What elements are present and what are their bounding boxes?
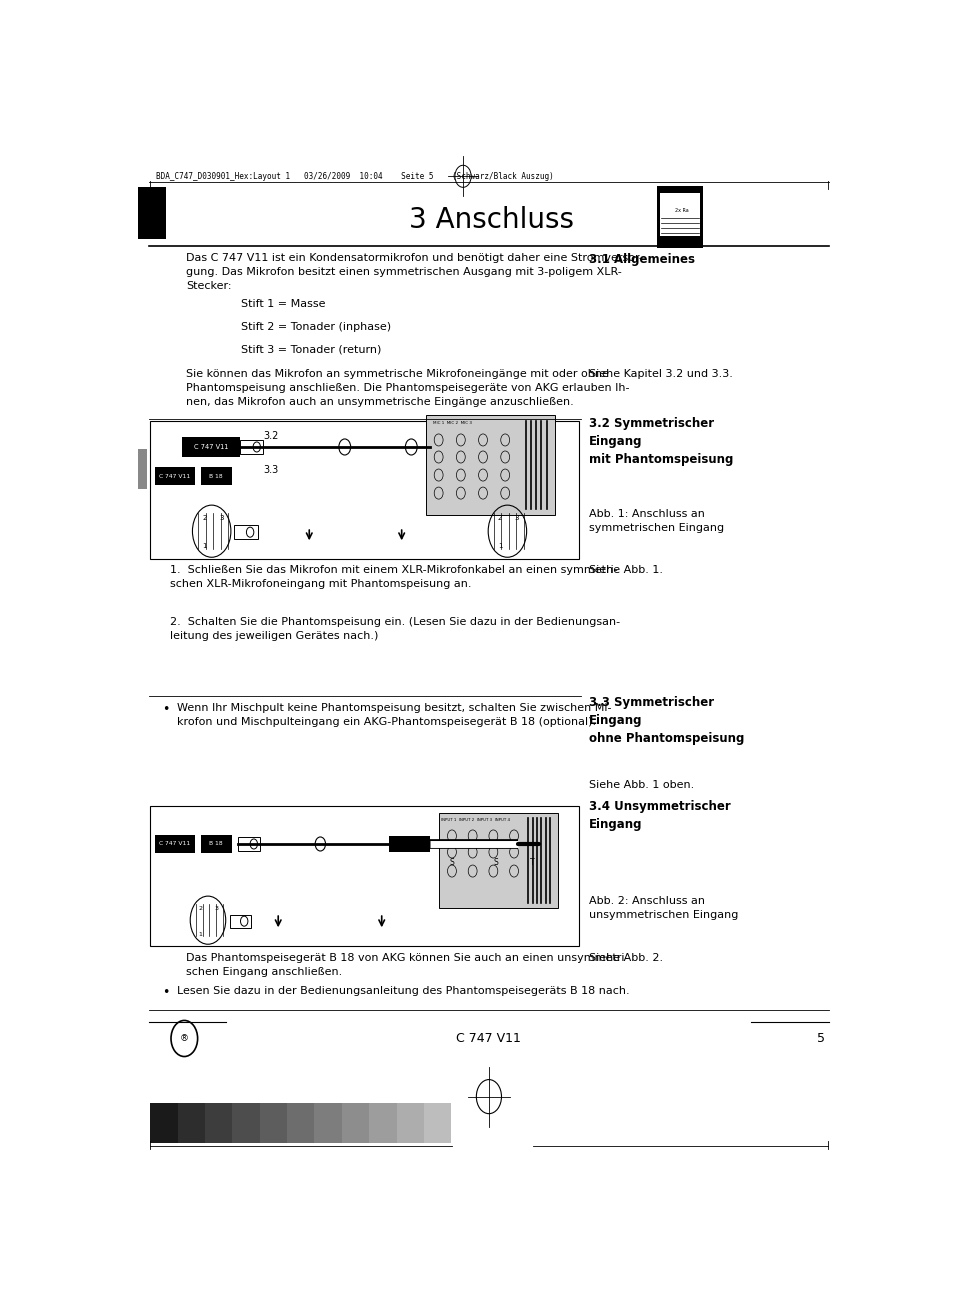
Text: B 18: B 18 [209,474,223,479]
Text: Stift 1 = Masse: Stift 1 = Masse [241,298,325,309]
Text: 3: 3 [219,516,223,521]
Text: INPUT 1  INPUT 2  INPUT 3  INPUT 4: INPUT 1 INPUT 2 INPUT 3 INPUT 4 [440,818,509,822]
Text: C 747 V11: C 747 V11 [193,444,228,450]
Text: •: • [162,987,170,1000]
Bar [657,186,702,249]
Text: Das Phantomspeisegerät B 18 von AKG können Sie auch an einen unsymmetri-
schen E: Das Phantomspeisegerät B 18 von AKG könn… [186,953,628,978]
Bar [154,467,195,486]
Text: •: • [162,703,170,716]
Text: Siehe Abb. 2.: Siehe Abb. 2. [588,953,662,963]
Bar [659,193,700,237]
Text: 2x Ra: 2x Ra [675,208,688,214]
Text: 1: 1 [198,932,202,936]
Text: 3.1 Allgemeines: 3.1 Allgemeines [588,254,694,267]
Text: Sie können das Mikrofon an symmetrische Mikrofoneingänge mit oder ohne
Phantomsp: Sie können das Mikrofon an symmetrische … [186,368,629,406]
Bar [239,440,263,454]
Bar [233,525,257,539]
Text: Wenn Ihr Mischpult keine Phantomspeisung besitzt, schalten Sie zwischen Mi-
krof: Wenn Ihr Mischpult keine Phantomspeisung… [176,703,611,727]
Text: Siehe Kapitel 3.2 und 3.3.: Siehe Kapitel 3.2 und 3.3. [588,368,732,379]
Text: 3 Anschluss: 3 Anschluss [409,207,574,234]
Bar [151,1103,177,1143]
Text: C 747 V11: C 747 V11 [456,1032,521,1046]
Bar [396,1103,423,1143]
Text: 3.3: 3.3 [263,465,278,475]
Text: 5: 5 [817,1032,824,1046]
Bar [200,835,232,853]
Bar [182,437,239,457]
Text: Das C 747 V11 ist ein Kondensatormikrofon und benötigt daher eine Stromversor-
g: Das C 747 V11 ist ein Kondensatormikrofo… [186,254,642,292]
Text: Abb. 1: Anschluss an
symmetrischen Eingang: Abb. 1: Anschluss an symmetrischen Einga… [588,509,723,533]
Bar [314,1103,341,1143]
Text: C 747 V11: C 747 V11 [159,841,191,846]
Text: T: T [529,858,534,867]
Bar [151,421,578,560]
Text: 3.3 Symmetrischer
Eingang
ohne Phantomspeisung: 3.3 Symmetrischer Eingang ohne Phantomsp… [588,695,743,745]
Text: Siehe Abb. 1 oben.: Siehe Abb. 1 oben. [588,780,693,790]
Text: 3.4 Unsymmetrischer
Eingang: 3.4 Unsymmetrischer Eingang [588,799,730,831]
Text: 3: 3 [214,906,218,910]
Bar [369,1103,396,1143]
Text: 2: 2 [202,516,206,521]
Bar [154,835,195,853]
Text: S: S [449,858,454,867]
Bar [205,1103,233,1143]
Text: B 18: B 18 [209,841,223,846]
Text: C 747 V11: C 747 V11 [159,474,191,479]
Text: S: S [494,858,498,867]
Text: 3: 3 [515,516,518,521]
Text: 1: 1 [497,543,501,549]
Bar [237,837,259,852]
Text: ®: ® [179,1034,189,1043]
Text: 3.2 Symmetrischer
Eingang
mit Phantomspeisung: 3.2 Symmetrischer Eingang mit Phantomspe… [588,417,732,466]
Text: Stift 3 = Tonader (return): Stift 3 = Tonader (return) [241,345,381,354]
Text: 2: 2 [497,516,501,521]
Text: Abb. 2: Anschluss an
unsymmetrischen Eingang: Abb. 2: Anschluss an unsymmetrischen Ein… [588,896,738,921]
Text: 1.  Schließen Sie das Mikrofon mit einem XLR-Mikrofonkabel an einen symmetri-
sc: 1. Schließen Sie das Mikrofon mit einem … [170,565,617,590]
Bar [233,1103,259,1143]
Text: 1: 1 [202,543,206,549]
Bar [137,187,166,240]
Text: Siehe Abb. 1.: Siehe Abb. 1. [588,565,662,575]
Bar [438,812,558,909]
Bar [259,1103,287,1143]
Text: BDA_C747_D030901_Hex:Layout 1   03/26/2009  10:04    Seite 5    (Schwarz/Black A: BDA_C747_D030901_Hex:Layout 1 03/26/2009… [156,172,554,181]
Bar [287,1103,314,1143]
Bar [423,1103,451,1143]
Text: Lesen Sie dazu in der Bedienungsanleitung des Phantomspeisegeräts B 18 nach.: Lesen Sie dazu in der Bedienungsanleitun… [176,987,629,996]
Bar [389,836,429,852]
Text: 3.2: 3.2 [263,431,278,441]
Bar [200,467,232,486]
Bar [426,415,555,516]
Text: 2: 2 [198,906,202,910]
Text: 2.  Schalten Sie die Phantomspeisung ein. (Lesen Sie dazu in der Bedienungsan-
l: 2. Schalten Sie die Phantomspeisung ein.… [170,617,619,642]
Bar [151,806,578,947]
Bar [341,1103,369,1143]
Bar [177,1103,205,1143]
Text: Stift 2 = Tonader (inphase): Stift 2 = Tonader (inphase) [241,322,391,332]
Bar [137,449,147,490]
Text: MIC 1  MIC 2  MIC 3: MIC 1 MIC 2 MIC 3 [433,421,472,424]
Bar [230,915,251,928]
